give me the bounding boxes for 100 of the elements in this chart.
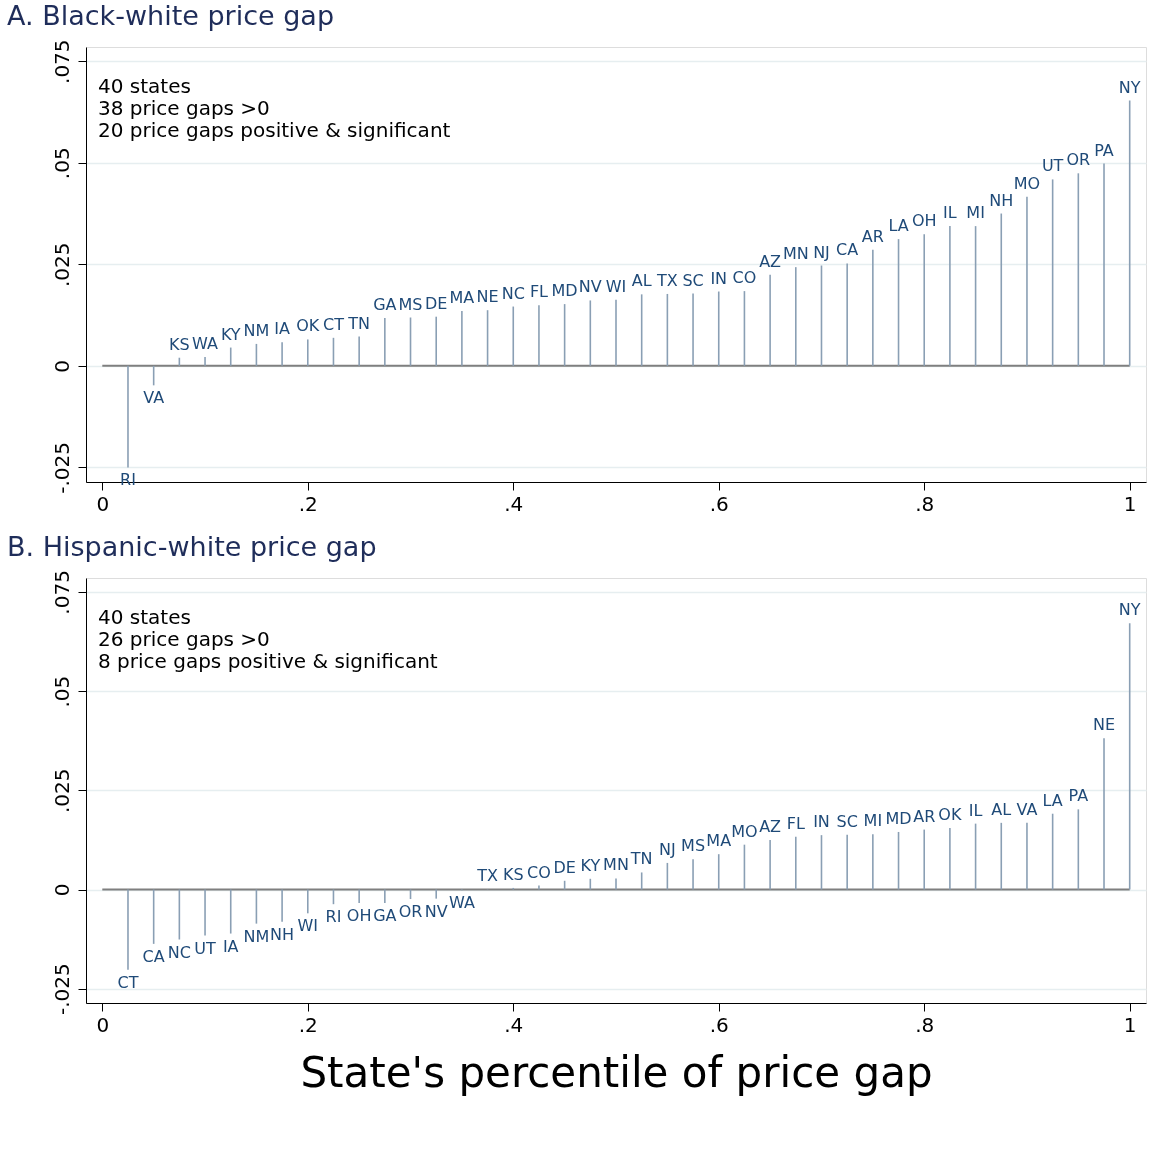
- chart-title: A. Black-white price gap: [7, 0, 335, 31]
- data-label: NJ: [813, 242, 830, 262]
- data-label: NJ: [659, 839, 676, 859]
- data-label: VA: [143, 388, 165, 408]
- data-label: NV: [424, 901, 448, 921]
- x-tick-label: .8: [915, 1012, 935, 1037]
- annotation: 40 states: [98, 74, 191, 98]
- data-label: GA: [373, 294, 397, 314]
- data-label: AL: [631, 271, 652, 291]
- data-label: NE: [1092, 715, 1116, 735]
- data-label: FL: [529, 282, 549, 302]
- data-label: WA: [192, 333, 219, 353]
- data-label: IN: [813, 812, 830, 832]
- data-label: OH: [346, 906, 372, 925]
- data-label: UT: [1041, 156, 1064, 176]
- data-label: OK: [938, 805, 962, 824]
- data-label: AR: [913, 806, 936, 826]
- data-label: AZ: [759, 251, 782, 271]
- data-label: OR: [398, 902, 423, 922]
- annotation: 8 price gaps positive & significant: [98, 649, 438, 673]
- data-label: CA: [142, 946, 165, 966]
- data-label: IA: [274, 319, 290, 339]
- data-label: TX: [656, 270, 678, 290]
- y-tick-label: 0: [49, 359, 74, 373]
- data-label: NH: [989, 190, 1014, 210]
- data-label: AZ: [759, 816, 782, 836]
- data-label: NC: [501, 283, 525, 303]
- data-label: KS: [502, 864, 524, 884]
- y-tick-label: .025: [49, 768, 74, 814]
- data-label: MD: [885, 808, 912, 828]
- data-label: MN: [782, 244, 809, 264]
- x-axis-title: State's percentile of price gap: [300, 1047, 933, 1097]
- data-label: LA: [888, 216, 909, 236]
- data-label: WA: [448, 893, 475, 913]
- data-label: DE: [553, 857, 576, 877]
- data-label: DE: [424, 293, 448, 313]
- data-label: CT: [117, 972, 139, 992]
- data-label: MA: [706, 831, 732, 851]
- x-tick-label: 1: [1123, 1012, 1137, 1037]
- y-tick-label: .075: [49, 39, 74, 84]
- data-label: CA: [836, 240, 859, 260]
- data-label: WI: [605, 276, 627, 296]
- data-label: CO: [732, 268, 757, 288]
- data-label: MO: [1013, 173, 1041, 193]
- x-tick-label: 0: [96, 1012, 110, 1037]
- data-label: MN: [603, 855, 629, 875]
- data-label: NH: [270, 924, 295, 944]
- data-label: SC: [682, 270, 704, 290]
- data-label: KY: [220, 324, 241, 344]
- data-label: WI: [297, 916, 319, 936]
- data-label: PA: [1094, 140, 1114, 160]
- data-label: AL: [991, 799, 1012, 819]
- data-label: GA: [373, 906, 397, 925]
- annotation: 38 price gaps >0: [98, 96, 270, 120]
- data-label: VA: [1016, 799, 1038, 819]
- x-tick-label: 0: [96, 491, 110, 516]
- y-tick-label: .05: [49, 147, 74, 180]
- data-label: AR: [861, 226, 884, 246]
- y-tick-label: -.025: [49, 963, 74, 1016]
- data-label: MA: [449, 288, 475, 308]
- data-label: OH: [911, 211, 937, 231]
- data-label: NE: [476, 287, 499, 307]
- data-label: MO: [731, 821, 758, 841]
- data-label: NM: [243, 926, 270, 946]
- data-label: MI: [863, 811, 883, 831]
- data-label: KY: [580, 855, 601, 875]
- data-label: TN: [629, 849, 653, 869]
- x-tick-label: .2: [298, 491, 318, 516]
- y-tick-label: .05: [49, 675, 74, 708]
- data-label: LA: [1042, 790, 1063, 810]
- y-tick-label: .025: [49, 242, 74, 288]
- data-label: MS: [681, 836, 706, 856]
- data-label: PA: [1068, 786, 1089, 806]
- annotation: 26 price gaps >0: [98, 627, 270, 651]
- data-label: OK: [296, 316, 320, 336]
- data-label: NY: [1118, 600, 1141, 620]
- annotation: 20 price gaps positive & significant: [98, 118, 451, 142]
- data-label: IN: [710, 268, 728, 288]
- y-tick-label: .075: [49, 570, 74, 615]
- x-tick-label: .4: [504, 491, 524, 516]
- data-label: IA: [222, 936, 239, 956]
- data-label: MD: [551, 281, 578, 301]
- x-tick-label: 1: [1123, 491, 1137, 516]
- data-label: FL: [786, 813, 805, 833]
- data-label: UT: [194, 938, 217, 958]
- chart-title: B. Hispanic-white price gap: [7, 530, 377, 562]
- data-label: TX: [476, 866, 498, 886]
- data-label: NY: [1118, 77, 1141, 97]
- x-tick-label: .2: [298, 1012, 318, 1037]
- y-tick-label: -.025: [49, 442, 74, 494]
- data-label: MS: [398, 294, 423, 314]
- data-label: SC: [836, 811, 858, 831]
- data-label: CO: [527, 862, 551, 882]
- data-label: CT: [322, 314, 345, 334]
- data-label: TN: [347, 313, 371, 333]
- y-tick-label: 0: [49, 883, 74, 897]
- data-label: IL: [943, 203, 957, 223]
- data-label: RI: [325, 907, 342, 927]
- annotation: 40 states: [98, 605, 191, 629]
- data-label: KS: [169, 334, 190, 354]
